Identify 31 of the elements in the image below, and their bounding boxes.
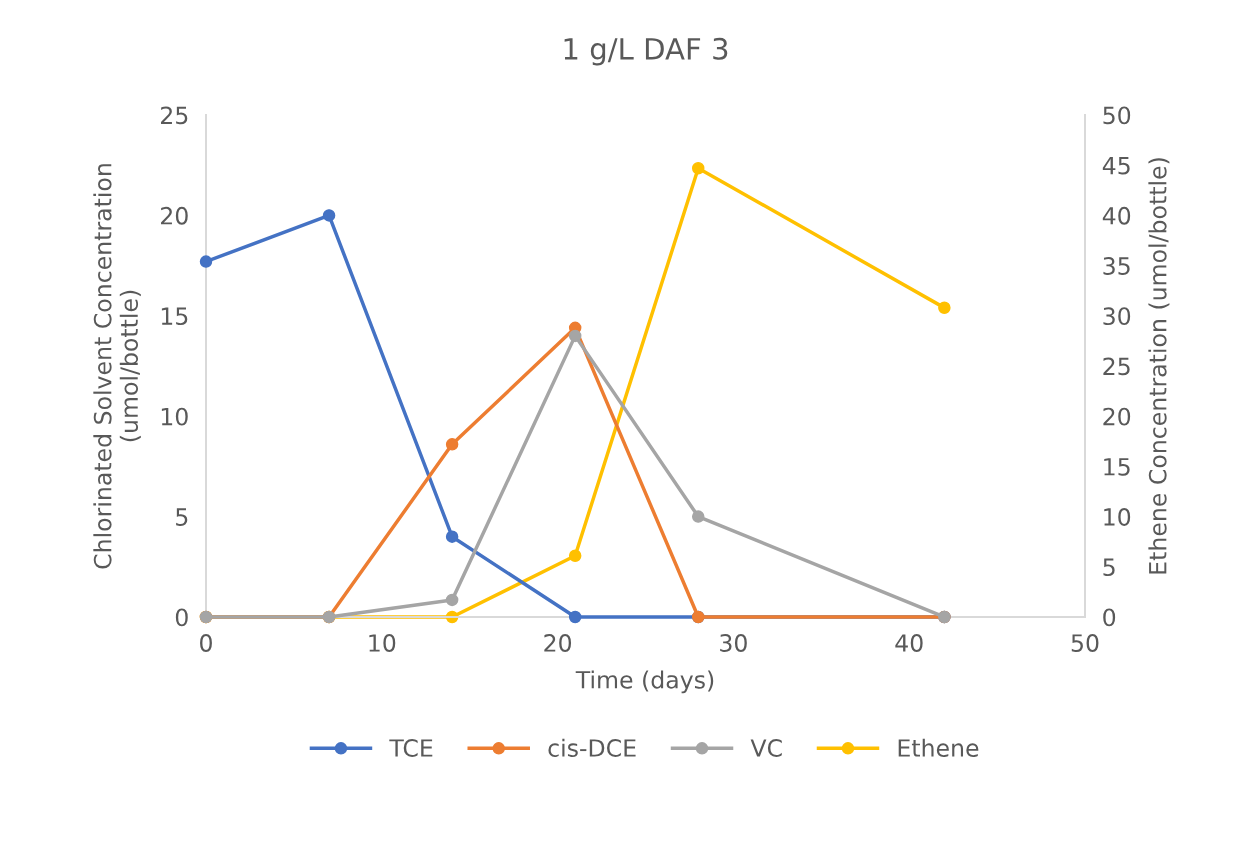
y2-tick-label: 15 — [1104, 458, 1130, 476]
y2-tick-label: 25 — [1103, 357, 1130, 376]
y-tick-label: 25 — [161, 106, 188, 125]
legend-label: Ethene — [898, 738, 979, 757]
y-tick-label: 10 — [161, 407, 188, 426]
x-axis-title: Time (days) — [575, 670, 714, 694]
x-tick-label: 10 — [369, 634, 396, 652]
x-tick-label: 40 — [895, 634, 923, 652]
y-tick-label: 15 — [161, 307, 188, 326]
y2-tick-label: 0 — [1103, 608, 1116, 627]
legend-label: TCE — [389, 739, 433, 757]
x-tick-label: 50 — [1071, 634, 1099, 652]
y2-tick-label: 35 — [1103, 257, 1130, 275]
y2-tick-label: 20 — [1103, 407, 1131, 426]
y2-tick-label: 50 — [1103, 106, 1131, 125]
y2-axis-title: Ethene Concentration (umol/bottle) — [1148, 158, 1170, 574]
y2-tick-label: 10 — [1104, 508, 1131, 526]
y-tick-label: 5 — [176, 508, 188, 526]
y-tick-label: 20 — [161, 206, 188, 225]
y2-tick-label: 30 — [1103, 307, 1131, 326]
legend-label: VC — [750, 739, 782, 757]
x-tick-label: 0 — [200, 634, 212, 652]
x-tick-label: 30 — [720, 634, 747, 652]
y-tick-label: 0 — [175, 608, 188, 627]
legend-label: cis-DCE — [548, 738, 636, 757]
chart-title: 1 g/L DAF 3 — [564, 37, 728, 66]
y2-tick-label: 5 — [1103, 558, 1115, 577]
y-axis-title: Chlorinated Solvent Concentration (umol/bottle) — [93, 164, 141, 569]
y2-tick-label: 40 — [1102, 206, 1131, 225]
x-tick-label: 20 — [544, 634, 572, 652]
y2-tick-label: 45 — [1102, 156, 1130, 175]
